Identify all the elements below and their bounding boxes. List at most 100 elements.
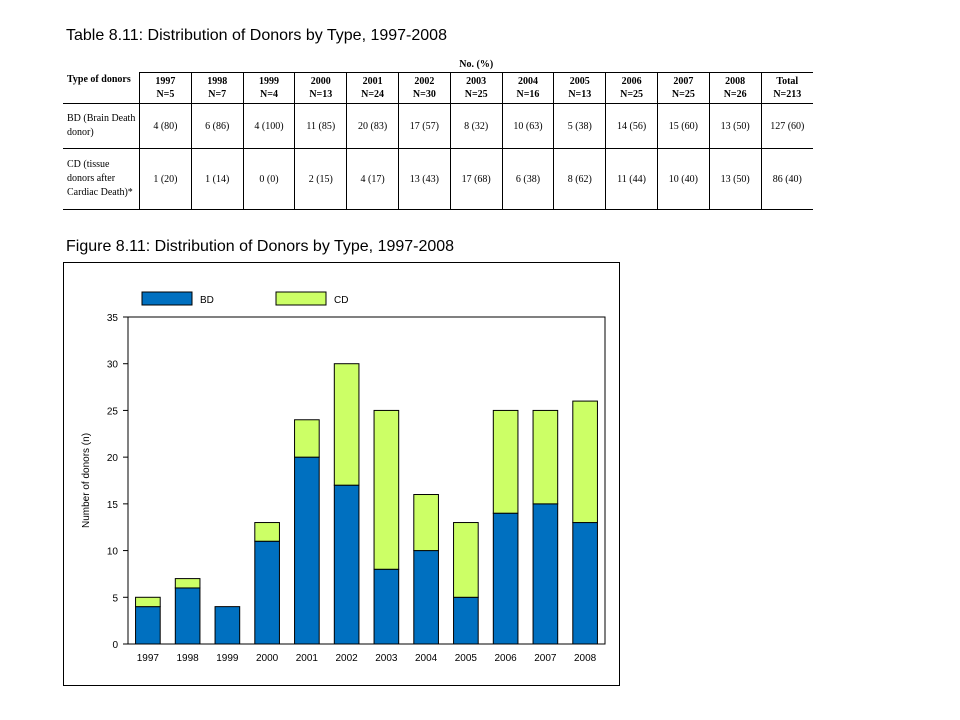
bar-bd-1997 [135,606,161,645]
y-tick-label: 0 [112,640,118,651]
column-n: N=7 [208,89,227,100]
bar-bd-1999 [214,606,241,645]
table-row: CD (tissue donors after Cardiac Death)* 1… [63,148,813,210]
table-cell: 2 (15) [294,148,347,210]
table-cell: 13 (50) [708,103,762,149]
x-tick-label: 1997 [137,653,160,664]
y-tick-label: 20 [107,453,119,464]
column-header-1997: 1997 N=5 [139,72,192,104]
column-year: 1997 [155,76,176,87]
column-year: 1998 [207,76,228,87]
row-label: CD (tissue donors after Cardiac Death)* [63,148,140,210]
x-tick-label: 2006 [495,653,518,664]
table-cell: 8 (62) [553,148,606,210]
row-label: BD (Brain Death donor) [63,103,140,149]
bar-bd-1998 [174,587,201,645]
legend-swatch-cd [275,291,327,306]
column-header-2005: 2005 N=13 [553,72,606,104]
column-year: 2000 [310,76,331,87]
bar-bd-2004 [413,550,439,645]
x-tick-label: 2003 [375,653,398,664]
bar-cd-2005 [453,522,479,598]
stacked-bar-chart: 0 5 10 15 20 25 30 35 Number of donors (n) 1997 19… [81,291,606,664]
table-cell: 17 (68) [449,148,503,210]
bar-bd-2003 [373,568,400,645]
column-year: Total [776,76,799,87]
table-cell: 10 (63) [501,103,554,149]
x-tick-label: 2004 [415,653,438,664]
bar-cd-2003 [373,409,400,570]
table-cell: 8 (32) [449,103,503,149]
x-tick-label: 2007 [534,653,557,664]
type-header: Type of donors [63,57,140,104]
x-tick-label: 1999 [216,653,239,664]
column-header-1998: 1998 N=7 [190,72,244,104]
x-tick-label: 2000 [256,653,279,664]
column-header-2002: 2002 N=30 [397,72,451,104]
bar-bd-2006 [492,512,519,645]
y-tick-label: 15 [107,500,119,511]
y-tick-label: 10 [107,547,119,558]
column-n: N=25 [620,89,644,100]
table-cell: 1 (20) [139,148,192,210]
column-n: N=13 [568,89,592,100]
table-cell: 15 (60) [656,103,710,149]
table-cell: 4 (80) [139,103,192,149]
y-tick-label: 5 [112,593,118,604]
column-year: 2007 [673,76,694,87]
figure-title: Figure 8.11: Distribution of Donors by T… [66,238,455,255]
bar-bd-2001 [294,456,320,645]
x-tick-label: 2002 [336,653,359,664]
bar-bd-2005 [453,596,479,645]
bar-bd-2007 [532,503,559,645]
table-cell: 4 (17) [346,148,399,210]
x-tick-label: 2005 [455,653,478,664]
bar-cd-1998 [174,578,201,589]
bar-cd-1997 [135,596,161,608]
column-year: 2001 [362,76,383,87]
group-header: No. (%) [139,57,813,73]
bar-cd-2006 [492,409,519,514]
bar-cd-2008 [572,400,598,524]
y-axis-title: Number of donors (n) [81,433,92,528]
column-n: N=5 [156,89,175,100]
table-cell: 1 (14) [190,148,244,210]
bar-cd-2002 [333,363,360,486]
column-header-2007: 2007 N=25 [656,72,710,104]
column-header-2008: 2008 N=26 [708,72,762,104]
column-year: 2003 [466,76,487,87]
table-cell: 0 (0) [242,148,295,210]
column-header-total: Total N=213 [760,72,813,104]
bar-cd-2000 [254,522,280,542]
x-tick-label: 2008 [574,653,597,664]
column-year: 2006 [621,76,642,87]
column-n: N=25 [671,89,695,100]
x-tick-label: 1998 [177,653,200,664]
column-n: N=30 [412,89,436,100]
table-cell: 4 (100) [242,103,295,149]
column-header-2000: 2000 N=13 [294,72,347,104]
y-tick-label: 25 [107,406,119,417]
column-header-2004: 2004 N=16 [501,72,554,104]
table-cell: 11 (44) [605,148,658,210]
column-year: 2005 [569,76,590,87]
bar-cd-2007 [532,409,559,505]
legend-label-bd: BD [200,295,214,306]
column-n: N=26 [723,89,747,100]
column-header-1999: 1999 N=4 [242,72,295,104]
column-year: 2008 [725,76,746,87]
bar-bd-2008 [572,522,598,645]
legend-label-cd: CD [334,295,348,306]
table-cell: 5 (38) [553,103,606,149]
chart-frame: 0 5 10 15 20 25 30 35 Number of donors (n) 1997 19… [63,262,620,686]
plot-area [127,316,606,645]
column-n: N=4 [260,89,278,100]
table-cell: 17 (57) [397,103,451,149]
column-year: 2004 [517,76,538,87]
column-n: N=213 [773,89,802,100]
x-tick-label: 2001 [296,653,319,664]
table-cell: 13 (50) [708,148,762,210]
table-cell: 20 (83) [346,103,399,149]
table-row: BD (Brain Death donor) 4 (80) 6 (86) 4 (100… [63,103,813,149]
column-year: 2002 [414,76,435,87]
